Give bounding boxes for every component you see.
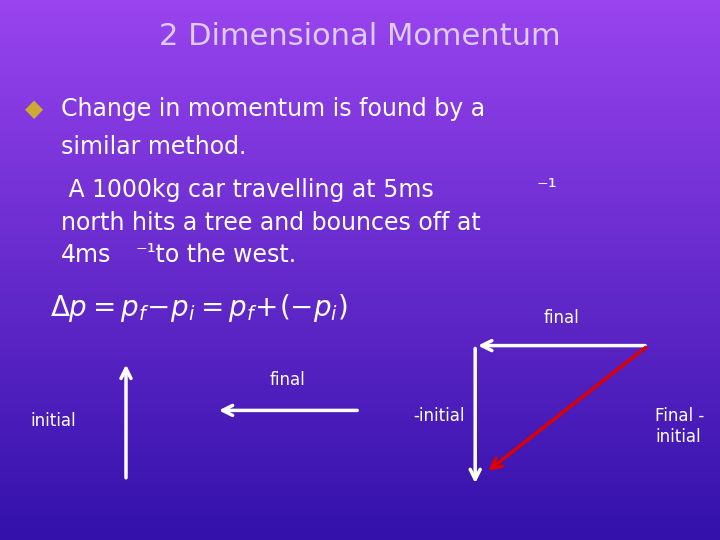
Text: ⁻¹: ⁻¹ xyxy=(135,243,156,263)
Text: similar method.: similar method. xyxy=(61,135,246,159)
Text: north hits a tree and bounces off at: north hits a tree and bounces off at xyxy=(61,211,481,234)
Text: -initial: -initial xyxy=(413,407,464,425)
Text: 4ms: 4ms xyxy=(61,243,112,267)
Text: Change in momentum is found by a: Change in momentum is found by a xyxy=(61,97,485,121)
Text: ⁻¹: ⁻¹ xyxy=(536,178,557,198)
Text: final: final xyxy=(544,309,580,327)
Text: Final -
initial: Final - initial xyxy=(655,407,704,446)
Text: to the west.: to the west. xyxy=(148,243,296,267)
Text: ◆: ◆ xyxy=(25,97,43,121)
Text: $\Delta p = p_f\!-\!p_i = p_f\!+\!(-p_i)$: $\Delta p = p_f\!-\!p_i = p_f\!+\!(-p_i)… xyxy=(50,292,348,323)
Text: initial: initial xyxy=(30,412,76,430)
Text: 2 Dimensional Momentum: 2 Dimensional Momentum xyxy=(159,22,561,51)
Text: A 1000kg car travelling at 5ms: A 1000kg car travelling at 5ms xyxy=(61,178,434,202)
Text: final: final xyxy=(270,371,306,389)
